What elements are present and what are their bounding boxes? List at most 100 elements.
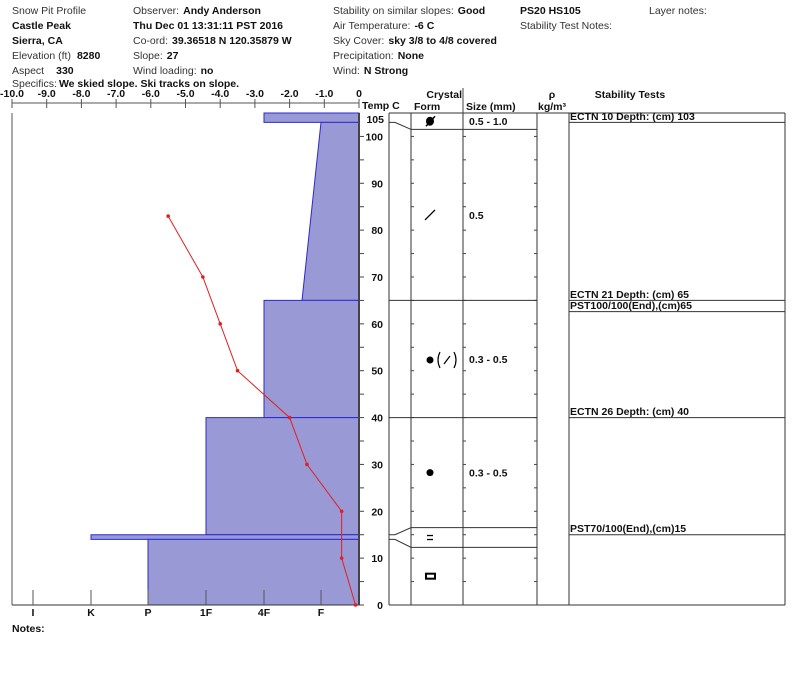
hardness-tick-label: F — [318, 607, 325, 619]
stability-test: ECTN 21 Depth: (cm) 65 — [570, 289, 689, 301]
stability-test: PST70/100(End),(cm)15 — [570, 523, 686, 535]
crystal-size: 0.3 - 0.5 — [469, 468, 508, 480]
hardness-layer — [301, 121, 360, 301]
temp-tick-label: -4.0 — [211, 88, 229, 100]
height-tick-label: 30 — [371, 459, 383, 471]
specifics-label: Specifics: — [12, 78, 57, 90]
hardness-tick-label: 4F — [258, 607, 271, 619]
grain-paren-slash — [437, 351, 457, 369]
height-tick-label: 50 — [371, 366, 383, 378]
grain-slash — [424, 209, 436, 221]
stability-value: Good — [458, 5, 485, 17]
height-tick-label: 0 — [377, 600, 383, 612]
precip: Precipitation: None — [333, 50, 424, 62]
height-tick-label: 10 — [371, 553, 383, 565]
air-temp-value: -6 C — [414, 20, 434, 32]
slope-value: 27 — [167, 50, 179, 62]
temp-tick-label: -3.0 — [246, 88, 264, 100]
hardness-layer — [147, 538, 360, 606]
temperature-point — [218, 322, 222, 326]
crystal-size: 0.5 - 1.0 — [469, 116, 508, 128]
wind-loading-value: no — [201, 65, 214, 77]
elevation: Elevation (ft) 8280 — [12, 50, 100, 62]
layer-columns: 0.5 - 1.0 0.5 0.3 - 0.5 0.3 - 0.5 ECTN 10 De… — [388, 111, 786, 606]
equals-icon — [427, 534, 433, 541]
stability-tests-header: Stability Tests — [595, 89, 666, 101]
stability-label: Stability on similar slopes: — [333, 5, 454, 17]
slash-icon — [424, 209, 436, 221]
melt-freeze-icon — [425, 115, 436, 127]
stability-test: PST100/100(End),(cm)65 — [570, 300, 692, 312]
slope: Slope: 27 — [133, 50, 179, 62]
temperature-point — [339, 509, 344, 514]
aspect-label: Aspect — [12, 65, 44, 77]
header-col-1: Snow Pit Profile Castle Peak Sierra, CA … — [12, 5, 239, 90]
wind-value: N Strong — [364, 65, 408, 77]
layer-boundary — [389, 538, 537, 548]
coord-value: 39.36518 N 120.35879 W — [172, 35, 292, 47]
stability-test: ECTN 10 Depth: (cm) 103 — [570, 111, 695, 123]
hardness-tick-label: 1F — [200, 607, 213, 619]
temperature-point — [353, 603, 358, 607]
observer-label: Observer: — [133, 5, 179, 17]
air-temp-label: Air Temperature: — [333, 20, 410, 32]
layer-boundary — [389, 527, 537, 536]
height-tick-label: 40 — [371, 413, 383, 425]
grain-box — [425, 572, 436, 580]
temp-tick-label: -9.0 — [38, 88, 56, 100]
hardness-tick-label: P — [144, 607, 151, 619]
elevation-label: Elevation (ft) — [12, 50, 71, 62]
temp-tick-label: -7.0 — [107, 88, 125, 100]
stability-test-notes-label: Stability Test Notes: — [520, 20, 612, 32]
hardness-layer — [205, 417, 360, 536]
hardness-layer — [263, 299, 360, 419]
grain-slash — [425, 115, 436, 127]
header-col-2: Observer: Andy Anderson Thu Dec 01 13:31:… — [133, 5, 292, 77]
header-col-3: Stability on similar slopes: Good Air Tem… — [333, 5, 497, 77]
temp-axis-label: Temp C — [362, 100, 400, 112]
notes-label: Notes: — [12, 623, 45, 635]
hardness-tick-label: I — [32, 607, 35, 619]
datetime: Thu Dec 01 13:31:11 PST 2016 — [133, 20, 283, 32]
hardness-layer — [263, 112, 360, 123]
wind: Wind: N Strong — [333, 65, 408, 77]
coord: Co-ord: 39.36518 N 120.35879 W — [133, 35, 292, 47]
temperature-point — [201, 275, 205, 279]
temperature-point — [305, 462, 309, 467]
height-tick-label: 80 — [371, 225, 383, 237]
wind-label: Wind: — [333, 65, 360, 77]
temp-tick-label: -6.0 — [142, 88, 160, 100]
location: Castle Peak — [12, 20, 71, 32]
temp-tick-label: -1.0 — [315, 88, 333, 100]
specifics-value: We skied slope. Ski tracks on slope. — [59, 78, 239, 90]
size-header: Size (mm) — [466, 101, 516, 113]
layer-boundary — [389, 121, 537, 130]
wind-loading-label: Wind loading: — [133, 65, 197, 77]
grain-round — [426, 356, 434, 364]
height-tick-label: 100 — [365, 131, 383, 143]
height-tick-label: 60 — [371, 319, 383, 331]
crystal-size: 0.5 — [469, 210, 484, 222]
slope-label: Slope: — [133, 50, 163, 62]
sky-label: Sky Cover: — [333, 35, 384, 47]
box-icon — [425, 572, 436, 580]
rho-header: ρ — [549, 89, 556, 101]
region: Sierra, CA — [12, 35, 63, 47]
precip-label: Precipitation: — [333, 50, 394, 62]
height-tick-label: 70 — [371, 272, 383, 284]
temp-tick-label: -2.0 — [281, 88, 299, 100]
sky-value: sky 3/8 to 4/8 covered — [388, 35, 497, 47]
temp-tick-label: 0 — [356, 88, 362, 100]
stability-test: ECTN 26 Depth: (cm) 40 — [570, 406, 689, 418]
crystal-header: Crystal — [426, 89, 462, 101]
temp-tick-label: -10.0 — [0, 88, 24, 100]
temperature-point — [287, 415, 292, 420]
stability: Stability on similar slopes: Good — [333, 5, 485, 17]
height-tick-label: 105 — [366, 114, 384, 126]
height-tick-label: 20 — [371, 506, 383, 518]
crystal-size: 0.3 - 0.5 — [469, 354, 508, 366]
grain-round — [426, 469, 434, 477]
sky: Sky Cover: sky 3/8 to 4/8 covered — [333, 35, 497, 47]
observer: Observer: Andy Anderson — [133, 5, 261, 17]
layer-notes-label: Layer notes: — [649, 5, 707, 17]
